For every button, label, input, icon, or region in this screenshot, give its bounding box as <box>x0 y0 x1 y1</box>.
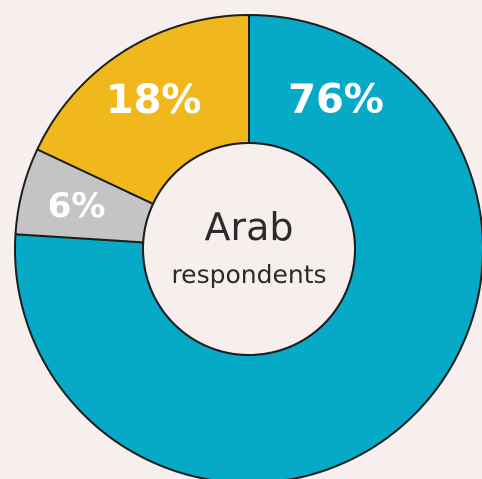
slice-label-76: 76% <box>288 77 384 123</box>
slice-label-group: 76% 6% 18% <box>48 77 384 226</box>
center-label-line2: respondents <box>171 260 326 289</box>
center-hole <box>142 142 356 356</box>
slice-label-18: 18% <box>106 77 202 123</box>
center-label-line1: Arab <box>204 205 293 249</box>
slice-label-6: 6% <box>48 186 106 226</box>
